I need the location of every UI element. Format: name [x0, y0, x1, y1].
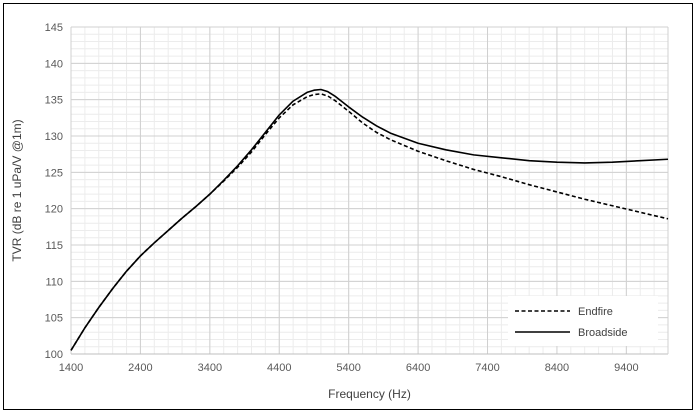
series-line-broadside	[70, 88, 669, 351]
axes	[71, 27, 669, 355]
y-tick-label: 115	[45, 240, 63, 252]
x-tick-label: 1400	[59, 362, 83, 374]
x-tick-label: 3400	[198, 362, 222, 374]
x-tick-label: 2400	[128, 362, 152, 374]
y-tick-label: 140	[45, 58, 63, 70]
y-tick-label: 110	[45, 276, 63, 288]
legend-label-endfire: Endfire	[578, 306, 613, 318]
legend: Endfire Broadside	[508, 296, 658, 346]
y-axis-title: TVR (dB re 1 uPa/V @1m)	[10, 119, 24, 261]
x-axis-title: Frequency (Hz)	[328, 387, 411, 401]
y-tick-label: 120	[45, 204, 63, 216]
y-tick-label: 125	[45, 167, 63, 179]
tick-labels: 1400 2400 3400 4400 5400 6400 7400 8400 9400 100 1…	[45, 22, 639, 374]
legend-box	[508, 296, 658, 346]
x-tick-label: 9400	[614, 362, 638, 374]
x-tick-label: 7400	[475, 362, 499, 374]
legend-label-broadside: Broadside	[578, 327, 628, 339]
x-tick-label: 4400	[267, 362, 291, 374]
x-tick-label: 8400	[545, 362, 569, 374]
y-tick-label: 135	[45, 95, 63, 107]
y-tick-label: 105	[45, 313, 63, 325]
y-tick-label: 145	[45, 22, 63, 34]
y-tick-label: 130	[45, 131, 63, 143]
x-tick-label: 5400	[336, 362, 360, 374]
y-tick-label: 100	[45, 349, 63, 361]
series-layer	[70, 88, 669, 351]
x-tick-label: 6400	[406, 362, 430, 374]
